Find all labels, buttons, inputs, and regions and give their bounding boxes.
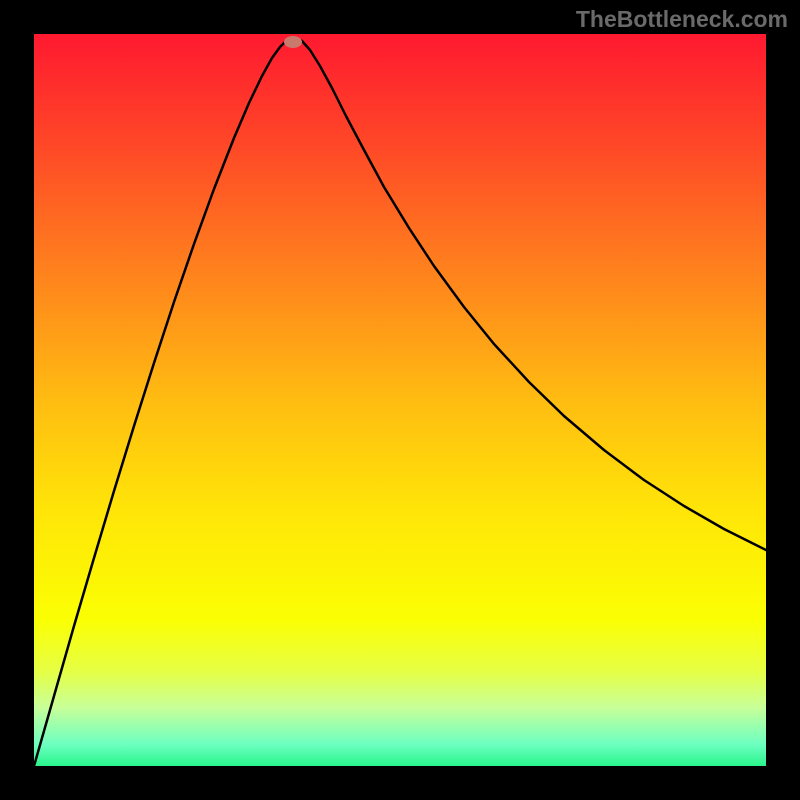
optimal-point-marker bbox=[284, 36, 302, 48]
watermark-text: TheBottleneck.com bbox=[576, 6, 788, 33]
bottleneck-curve bbox=[34, 38, 766, 766]
plot-area bbox=[34, 34, 766, 766]
chart-container: TheBottleneck.com bbox=[0, 0, 800, 800]
curve-layer bbox=[34, 34, 766, 766]
